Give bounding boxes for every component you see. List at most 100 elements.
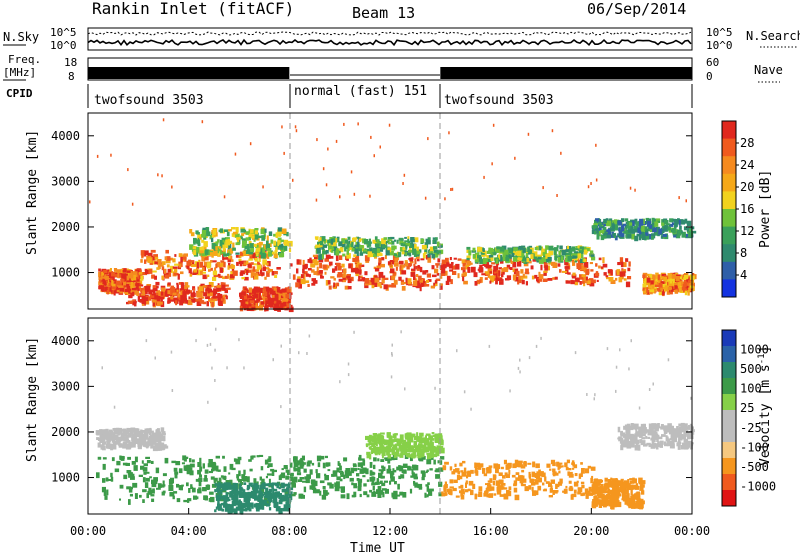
data-cell <box>567 263 571 267</box>
data-cell <box>431 249 434 254</box>
data-cell <box>593 225 596 230</box>
data-cell <box>241 291 246 296</box>
data-cell <box>683 433 686 437</box>
data-cell <box>160 445 165 451</box>
data-cell <box>171 185 173 189</box>
data-cell <box>474 252 479 257</box>
data-cell <box>656 425 661 429</box>
data-cell <box>186 289 191 294</box>
data-cell <box>488 254 493 258</box>
data-cell <box>538 472 541 476</box>
data-cell <box>149 476 152 479</box>
data-cell <box>339 465 342 471</box>
data-cell <box>608 481 611 488</box>
data-cell <box>241 299 246 303</box>
data-cell <box>474 281 478 286</box>
data-cell <box>263 228 267 233</box>
data-cell <box>199 250 204 254</box>
data-cell <box>127 168 129 172</box>
data-cell <box>180 290 184 296</box>
data-cell <box>315 489 320 494</box>
data-cell <box>145 300 150 305</box>
data-cell <box>416 447 422 453</box>
data-cell <box>158 438 162 445</box>
data-cell <box>433 459 436 465</box>
data-cell <box>607 488 610 494</box>
data-cell <box>522 247 526 253</box>
data-cell <box>495 480 501 486</box>
data-cell <box>335 255 339 262</box>
data-cell <box>530 265 534 270</box>
data-cell <box>173 467 178 472</box>
data-cell <box>155 435 160 439</box>
data-cell <box>336 248 339 251</box>
data-cell <box>250 305 255 312</box>
data-cell <box>313 271 318 275</box>
data-cell <box>596 279 599 282</box>
data-cell <box>207 274 210 277</box>
data-cell <box>559 478 563 484</box>
data-cell <box>534 246 538 251</box>
data-cell <box>605 275 609 278</box>
data-cell <box>660 287 663 292</box>
data-cell <box>427 137 429 141</box>
data-cell <box>226 252 230 257</box>
data-cell <box>201 250 207 257</box>
data-cell <box>251 455 256 458</box>
data-cell <box>573 464 578 469</box>
data-cell <box>139 430 143 433</box>
data-cell <box>564 266 570 269</box>
data-cell <box>503 249 509 255</box>
data-cell <box>512 268 515 273</box>
data-cell <box>223 261 226 268</box>
data-cell <box>112 278 115 285</box>
data-cell <box>468 250 472 256</box>
data-cell <box>445 257 449 264</box>
data-cell <box>257 261 260 265</box>
data-cell <box>589 262 593 265</box>
data-cell <box>161 431 166 434</box>
data-cell <box>225 239 231 246</box>
data-cell <box>602 504 607 508</box>
data-cell <box>613 224 619 231</box>
data-cell <box>154 440 160 443</box>
data-cell <box>556 245 559 248</box>
data-cell <box>672 278 677 284</box>
data-cell <box>264 276 267 280</box>
data-cell <box>130 291 135 297</box>
data-cell <box>612 233 616 237</box>
data-cell <box>239 483 242 488</box>
data-cell <box>129 441 135 447</box>
data-cell <box>542 250 546 256</box>
data-cell <box>565 280 571 284</box>
data-cell <box>398 276 402 281</box>
data-cell <box>409 488 413 494</box>
data-cell <box>202 488 205 491</box>
data-cell <box>521 277 524 281</box>
freq-band-twofsound-1 <box>88 67 290 79</box>
data-cell <box>355 268 360 274</box>
data-cell <box>353 192 356 196</box>
data-cell <box>258 497 262 503</box>
data-cell <box>336 476 341 481</box>
data-cell <box>144 290 148 295</box>
data-cell <box>499 257 505 262</box>
data-cell <box>333 282 336 288</box>
data-cell <box>436 447 440 453</box>
data-cell <box>639 484 645 488</box>
data-cell <box>364 278 370 284</box>
data-cell <box>215 506 218 510</box>
data-cell <box>538 477 542 483</box>
data-cell <box>344 247 347 252</box>
data-cell <box>318 258 324 263</box>
data-cell <box>400 474 405 479</box>
data-cell <box>171 460 177 464</box>
data-cell <box>263 495 269 498</box>
data-cell <box>557 263 561 267</box>
data-cell <box>538 277 542 282</box>
data-cell <box>610 269 613 276</box>
data-cell <box>374 277 380 283</box>
data-cell <box>359 493 362 498</box>
data-cell <box>259 499 264 505</box>
data-cell <box>416 246 419 252</box>
